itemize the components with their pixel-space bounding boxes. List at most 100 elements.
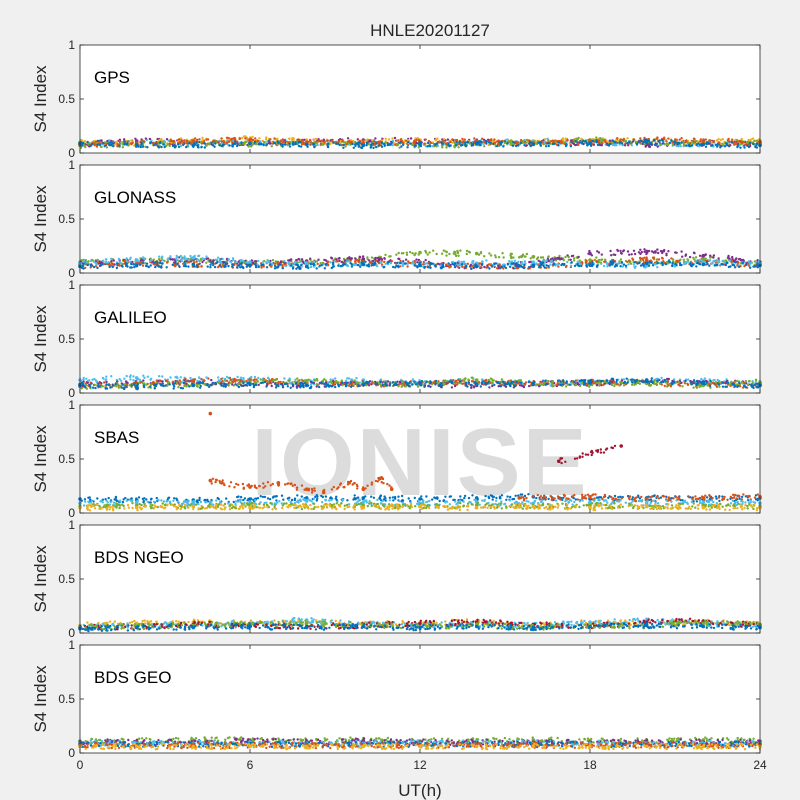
data-point (611, 139, 615, 143)
data-point (399, 140, 402, 144)
data-point (545, 259, 548, 262)
data-point (698, 263, 702, 266)
data-point (327, 260, 330, 263)
data-point (669, 385, 673, 388)
data-point (434, 265, 437, 268)
data-point (178, 265, 181, 269)
data-point (634, 265, 637, 268)
data-point (397, 257, 400, 260)
data-point (192, 145, 195, 148)
data-point (397, 139, 400, 142)
data-point (572, 257, 576, 260)
data-point (447, 262, 450, 265)
data-point (110, 375, 113, 378)
data-point (746, 144, 749, 147)
data-point (206, 138, 210, 141)
data-point (292, 141, 295, 144)
data-point (283, 259, 286, 263)
data-point (701, 255, 704, 258)
data-point (596, 250, 599, 253)
data-point (115, 140, 119, 143)
data-point (457, 260, 460, 263)
data-point (397, 251, 400, 255)
data-point (450, 386, 454, 389)
data-point (551, 257, 554, 260)
data-point (139, 145, 142, 149)
data-point (425, 262, 428, 265)
data-point (346, 264, 349, 268)
data-point (200, 378, 203, 381)
data-point (430, 262, 433, 265)
data-point (169, 138, 172, 142)
data-point (404, 139, 408, 142)
data-point (271, 259, 275, 262)
data-point (591, 139, 594, 143)
panel-label: GLONASS (94, 188, 176, 207)
data-point (278, 263, 282, 266)
data-point (428, 145, 432, 148)
data-point (180, 258, 183, 261)
data-point (312, 260, 316, 263)
data-point (660, 376, 663, 380)
data-point (668, 261, 672, 264)
data-point (547, 144, 550, 148)
data-point (488, 267, 491, 270)
data-point (406, 143, 410, 147)
data-point (105, 258, 108, 261)
data-point (612, 253, 615, 256)
data-point (243, 141, 247, 144)
data-point (125, 374, 128, 378)
data-point (165, 138, 169, 141)
data-point (737, 142, 740, 146)
data-point (620, 261, 624, 264)
data-point (265, 143, 268, 147)
data-point (121, 265, 124, 268)
data-point (522, 385, 526, 389)
data-point (361, 139, 365, 142)
data-point (231, 263, 234, 266)
data-point (134, 137, 137, 140)
data-point (182, 264, 186, 268)
data-point (642, 263, 645, 266)
panel-label: GPS (94, 68, 130, 87)
data-point (576, 381, 579, 385)
data-point (596, 143, 600, 147)
data-point (656, 145, 659, 148)
data-point (206, 257, 210, 260)
data-point (483, 255, 486, 258)
data-point (193, 378, 197, 381)
data-point (187, 261, 191, 264)
data-point (279, 260, 282, 264)
data-point (300, 263, 303, 266)
data-point (618, 260, 621, 263)
data-point (81, 142, 85, 145)
data-point (157, 265, 160, 268)
data-point (647, 264, 651, 267)
data-point (153, 261, 156, 264)
data-point (667, 377, 670, 381)
data-point (351, 142, 354, 146)
data-point (643, 138, 646, 141)
data-point (121, 146, 125, 149)
data-point (358, 255, 361, 258)
data-point (642, 258, 645, 262)
data-point (268, 139, 271, 143)
data-point (626, 137, 629, 140)
data-point (497, 256, 501, 259)
data-point (701, 262, 706, 267)
data-point (708, 264, 711, 267)
data-point (633, 261, 637, 264)
data-point (334, 377, 337, 380)
data-point (445, 142, 448, 145)
data-point (117, 386, 121, 389)
data-point (132, 375, 135, 378)
data-point (552, 139, 556, 143)
data-point (626, 142, 629, 145)
data-point (130, 142, 133, 145)
data-point (676, 141, 679, 145)
data-point (557, 265, 560, 268)
data-point (543, 266, 546, 269)
data-point (401, 264, 405, 267)
